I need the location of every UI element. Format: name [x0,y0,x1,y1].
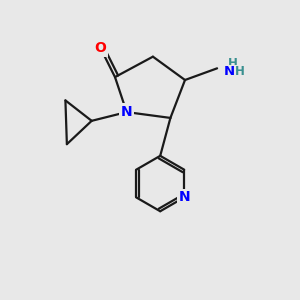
Text: O: O [94,41,106,55]
Text: N: N [178,190,190,204]
Text: H: H [228,57,238,70]
Text: N: N [224,65,235,78]
Text: N: N [121,105,133,119]
Text: H: H [235,65,245,78]
